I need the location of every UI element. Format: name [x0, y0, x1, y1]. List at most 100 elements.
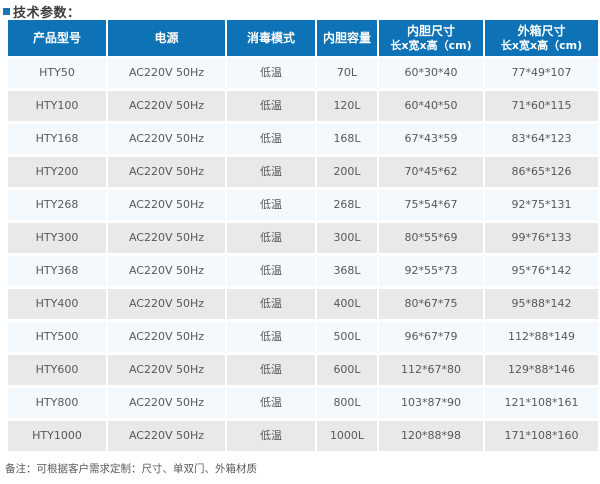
table-cell: 129*88*146: [485, 355, 598, 385]
table-cell: HTY500: [8, 322, 106, 352]
section-title: 技术参数：: [3, 2, 81, 21]
table-cell: 低温: [227, 124, 315, 154]
table-cell: HTY800: [8, 388, 106, 418]
table-cell: 低温: [227, 256, 315, 286]
table-cell: 77*49*107: [485, 58, 598, 88]
table-cell: 800L: [317, 388, 377, 418]
table-cell: 67*43*59: [379, 124, 483, 154]
table-cell: AC220V 50Hz: [108, 190, 225, 220]
table-cell: AC220V 50Hz: [108, 256, 225, 286]
table-cell: 112*88*149: [485, 322, 598, 352]
table-cell: 60*30*40: [379, 58, 483, 88]
table-cell: 低温: [227, 421, 315, 451]
table-cell: 低温: [227, 190, 315, 220]
column-header-power: 电源: [108, 20, 225, 56]
table-cell: AC220V 50Hz: [108, 322, 225, 352]
table-cell: AC220V 50Hz: [108, 355, 225, 385]
column-header-label: 电源: [154, 30, 179, 45]
table-cell: AC220V 50Hz: [108, 421, 225, 451]
table-row: HTY200 AC220V 50Hz 低温 200L 70*45*62 86*65*126: [8, 157, 598, 187]
table-header-row: 产品型号 电源 消毒模式 内胆容量 内胆尺寸 长x宽x高（cm) 外箱尺寸 长x…: [8, 20, 598, 56]
table-cell: 1000L: [317, 421, 377, 451]
table-cell: HTY268: [8, 190, 106, 220]
column-header-label: 消毒模式: [246, 30, 295, 45]
table-cell: HTY1000: [8, 421, 106, 451]
table-cell: 120L: [317, 91, 377, 121]
table-cell: 112*67*80: [379, 355, 483, 385]
table-row: HTY600 AC220V 50Hz 低温 600L 112*67*80 129*88*1…: [8, 355, 598, 385]
column-header-label: 内胆尺寸: [406, 23, 455, 38]
table-cell: HTY100: [8, 91, 106, 121]
table-cell: 86*65*126: [485, 157, 598, 187]
table-cell: 96*67*79: [379, 322, 483, 352]
table-row: HTY100 AC220V 50Hz 低温 120L 60*40*50 71*60*115: [8, 91, 598, 121]
column-header-disinfection-mode: 消毒模式: [227, 20, 315, 56]
table-cell: 95*76*142: [485, 256, 598, 286]
table-row: HTY500 AC220V 50Hz 低温 500L 96*67*79 112*88*14…: [8, 322, 598, 352]
table-cell: HTY400: [8, 289, 106, 319]
table-cell: 低温: [227, 289, 315, 319]
table-row: HTY300 AC220V 50Hz 低温 300L 80*55*69 99*76*133: [8, 223, 598, 253]
table-cell: 120*88*98: [379, 421, 483, 451]
table-cell: 低温: [227, 91, 315, 121]
table-cell: 71*60*115: [485, 91, 598, 121]
table-cell: 600L: [317, 355, 377, 385]
bullet-square-icon: [3, 8, 10, 15]
column-header-inner-size: 内胆尺寸 长x宽x高（cm): [379, 20, 483, 56]
table-cell: 75*54*67: [379, 190, 483, 220]
table-cell: 92*55*73: [379, 256, 483, 286]
table-row: HTY50 AC220V 50Hz 低温 70L 60*30*40 77*49*107: [8, 58, 598, 88]
table-cell: 168L: [317, 124, 377, 154]
footnote: 备注：可根据客户需求定制：尺寸、单双门、外箱材质: [5, 463, 257, 475]
table-cell: 121*108*161: [485, 388, 598, 418]
table-cell: 低温: [227, 355, 315, 385]
table-row: HTY400 AC220V 50Hz 低温 400L 80*67*75 95*88*142: [8, 289, 598, 319]
table-cell: 171*108*160: [485, 421, 598, 451]
table-cell: 268L: [317, 190, 377, 220]
table-cell: 92*75*131: [485, 190, 598, 220]
table-cell: 95*88*142: [485, 289, 598, 319]
table-cell: 低温: [227, 157, 315, 187]
table-cell: 70*45*62: [379, 157, 483, 187]
table-cell: 低温: [227, 388, 315, 418]
table-cell: HTY600: [8, 355, 106, 385]
table-cell: HTY368: [8, 256, 106, 286]
table-cell: AC220V 50Hz: [108, 388, 225, 418]
table-row: HTY1000 AC220V 50Hz 低温 1000L 120*88*98 171*10…: [8, 421, 598, 451]
table-cell: AC220V 50Hz: [108, 124, 225, 154]
table-row: HTY168 AC220V 50Hz 低温 168L 67*43*59 83*64*123: [8, 124, 598, 154]
table-cell: AC220V 50Hz: [108, 157, 225, 187]
table-cell: AC220V 50Hz: [108, 223, 225, 253]
table-cell: 80*67*75: [379, 289, 483, 319]
column-header-label: 产品型号: [32, 30, 81, 45]
table-cell: 400L: [317, 289, 377, 319]
table-cell: 低温: [227, 58, 315, 88]
table-cell: 200L: [317, 157, 377, 187]
table-cell: HTY200: [8, 157, 106, 187]
table-cell: 60*40*50: [379, 91, 483, 121]
table-body: HTY50 AC220V 50Hz 低温 70L 60*30*40 77*49*107 HT…: [8, 58, 598, 451]
table-cell: 低温: [227, 322, 315, 352]
column-header-label: 外箱尺寸: [517, 23, 566, 38]
table-row: HTY800 AC220V 50Hz 低温 800L 103*87*90 121*108*…: [8, 388, 598, 418]
table-cell: 300L: [317, 223, 377, 253]
table-cell: 70L: [317, 58, 377, 88]
table-row: HTY368 AC220V 50Hz 低温 368L 92*55*73 95*76*142: [8, 256, 598, 286]
table-cell: AC220V 50Hz: [108, 91, 225, 121]
table-row: HTY268 AC220V 50Hz 低温 268L 75*54*67 92*75*131: [8, 190, 598, 220]
table-cell: 368L: [317, 256, 377, 286]
table-cell: 500L: [317, 322, 377, 352]
column-header-model: 产品型号: [8, 20, 106, 56]
column-header-sublabel: 长x宽x高（cm): [390, 38, 472, 52]
column-header-sublabel: 长x宽x高（cm): [500, 38, 583, 52]
table-cell: 80*55*69: [379, 223, 483, 253]
column-header-label: 内胆容量: [322, 30, 371, 45]
table-cell: 低温: [227, 223, 315, 253]
table-cell: 99*76*133: [485, 223, 598, 253]
spec-table: 产品型号 电源 消毒模式 内胆容量 内胆尺寸 长x宽x高（cm) 外箱尺寸 长x…: [8, 20, 598, 454]
table-cell: AC220V 50Hz: [108, 289, 225, 319]
table-cell: 83*64*123: [485, 124, 598, 154]
column-header-outer-size: 外箱尺寸 长x宽x高（cm): [485, 20, 598, 56]
column-header-capacity: 内胆容量: [317, 20, 377, 56]
table-cell: HTY50: [8, 58, 106, 88]
